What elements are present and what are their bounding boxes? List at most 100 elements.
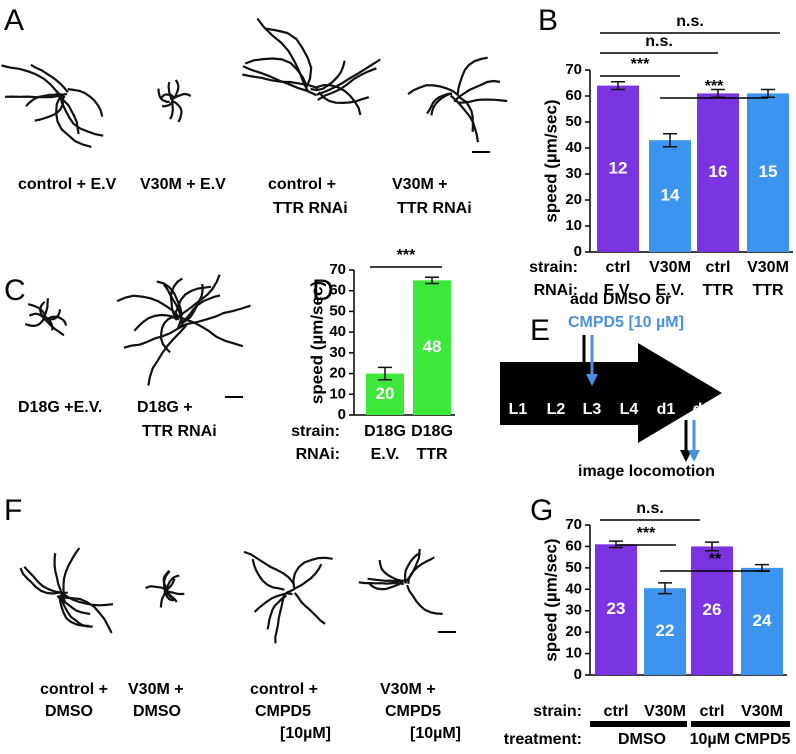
treatment-bar — [590, 721, 687, 727]
worm-track — [43, 317, 65, 337]
caption: TTR RNAi — [142, 423, 217, 440]
row-value: TTR — [752, 282, 784, 299]
significance-label: *** — [397, 247, 416, 264]
bar — [595, 544, 637, 675]
y-tick-label: 20 — [565, 623, 582, 640]
worm-track — [426, 92, 452, 115]
worm-track — [165, 574, 180, 592]
caption: V30M + — [392, 176, 448, 193]
worm-track — [165, 578, 176, 592]
row-value: TTR — [416, 446, 448, 463]
row-value: V30M — [644, 703, 686, 720]
worm-track — [285, 563, 323, 595]
bar — [413, 280, 451, 415]
caption: CMPD5 — [385, 703, 441, 720]
worm-track — [316, 84, 362, 116]
worm-track — [367, 577, 404, 583]
caption: [10µM] — [410, 725, 461, 742]
bar — [691, 546, 733, 675]
worm-track — [456, 56, 488, 96]
worm-track — [244, 57, 308, 87]
worm-track — [173, 100, 183, 123]
y-tick-label: 0 — [574, 666, 582, 683]
y-tick-label: 50 — [329, 302, 346, 319]
add-arrow-blue-head — [586, 374, 598, 386]
worm-track — [46, 315, 68, 326]
y-tick-label: 60 — [565, 87, 582, 104]
row-value: DMSO — [618, 731, 666, 748]
row-value: E.V. — [656, 282, 685, 299]
caption: D18G + — [137, 399, 193, 416]
row-value: ctrl — [604, 703, 629, 720]
y-tick-label: 10 — [565, 217, 582, 234]
y-axis-title: speed (µm/sec) — [541, 99, 560, 222]
y-tick-label: 50 — [565, 559, 582, 576]
n-label: 12 — [609, 158, 628, 177]
worm-track — [4, 92, 68, 99]
y-tick-label: 20 — [565, 191, 582, 208]
y-tick-label: 0 — [574, 243, 582, 260]
error-bar — [663, 132, 677, 148]
row-value: ctrl — [606, 259, 631, 276]
y-tick-label: 30 — [565, 165, 582, 182]
caption: DMSO — [133, 703, 181, 720]
row-label: strain: — [529, 259, 578, 276]
worm-track — [61, 592, 114, 607]
worm-track — [28, 312, 47, 321]
worm-track — [54, 92, 80, 135]
y-tick-label: 60 — [565, 537, 582, 554]
worm-track — [175, 314, 244, 348]
worm-track — [145, 585, 167, 591]
significance-label: *** — [637, 525, 656, 542]
worm-track — [24, 318, 45, 327]
worm-track — [368, 580, 404, 591]
worm-track — [243, 550, 295, 585]
worm-track — [318, 91, 370, 104]
y-axis-title: speed (µm/sec) — [541, 538, 560, 661]
worm-track — [116, 294, 180, 318]
y-tick-label: 70 — [329, 261, 346, 278]
worm-track — [406, 584, 443, 615]
n-label: 14 — [661, 186, 680, 205]
add-arrow-head — [578, 374, 590, 386]
worm-track — [163, 283, 184, 328]
y-tick-label: 0 — [338, 406, 346, 423]
worm-track — [407, 84, 459, 97]
worm-track — [403, 548, 421, 584]
worm-track — [147, 324, 188, 386]
treatment-bar — [691, 721, 790, 727]
worm-track — [59, 94, 104, 137]
error-bar — [705, 541, 719, 552]
caption: V30M + — [380, 681, 436, 698]
worm-track — [179, 304, 251, 328]
stage-label: L2 — [547, 401, 566, 418]
y-tick-label: 20 — [329, 365, 346, 382]
row-value: D18G — [411, 423, 453, 440]
caption: V30M + — [128, 681, 184, 698]
row-label: RNAi: — [296, 446, 340, 463]
worm-track — [60, 594, 93, 628]
worm-track — [292, 556, 333, 588]
error-bar — [658, 582, 672, 595]
row-label: RNAi: — [534, 282, 578, 299]
stage-label: d2 — [693, 401, 712, 418]
y-tick-label: 40 — [565, 139, 582, 156]
worm-track — [157, 88, 170, 103]
caption: control + — [268, 176, 336, 193]
panel-letter: B — [538, 4, 558, 37]
worm-track — [160, 315, 174, 354]
row-value: 10µM CMPD5 — [690, 731, 791, 748]
worm-track — [19, 567, 60, 595]
y-tick-label: 10 — [565, 645, 582, 662]
row-value: E.V. — [604, 282, 633, 299]
bar — [747, 93, 789, 253]
caption: [10µM] — [280, 725, 331, 742]
bar — [649, 140, 691, 252]
n-label: 15 — [759, 162, 778, 181]
significance-label: *** — [705, 78, 724, 95]
error-bar — [425, 276, 439, 285]
image-label: image locomotion — [578, 463, 715, 480]
n-label: 16 — [709, 162, 728, 181]
significance-label: n.s. — [636, 500, 664, 517]
